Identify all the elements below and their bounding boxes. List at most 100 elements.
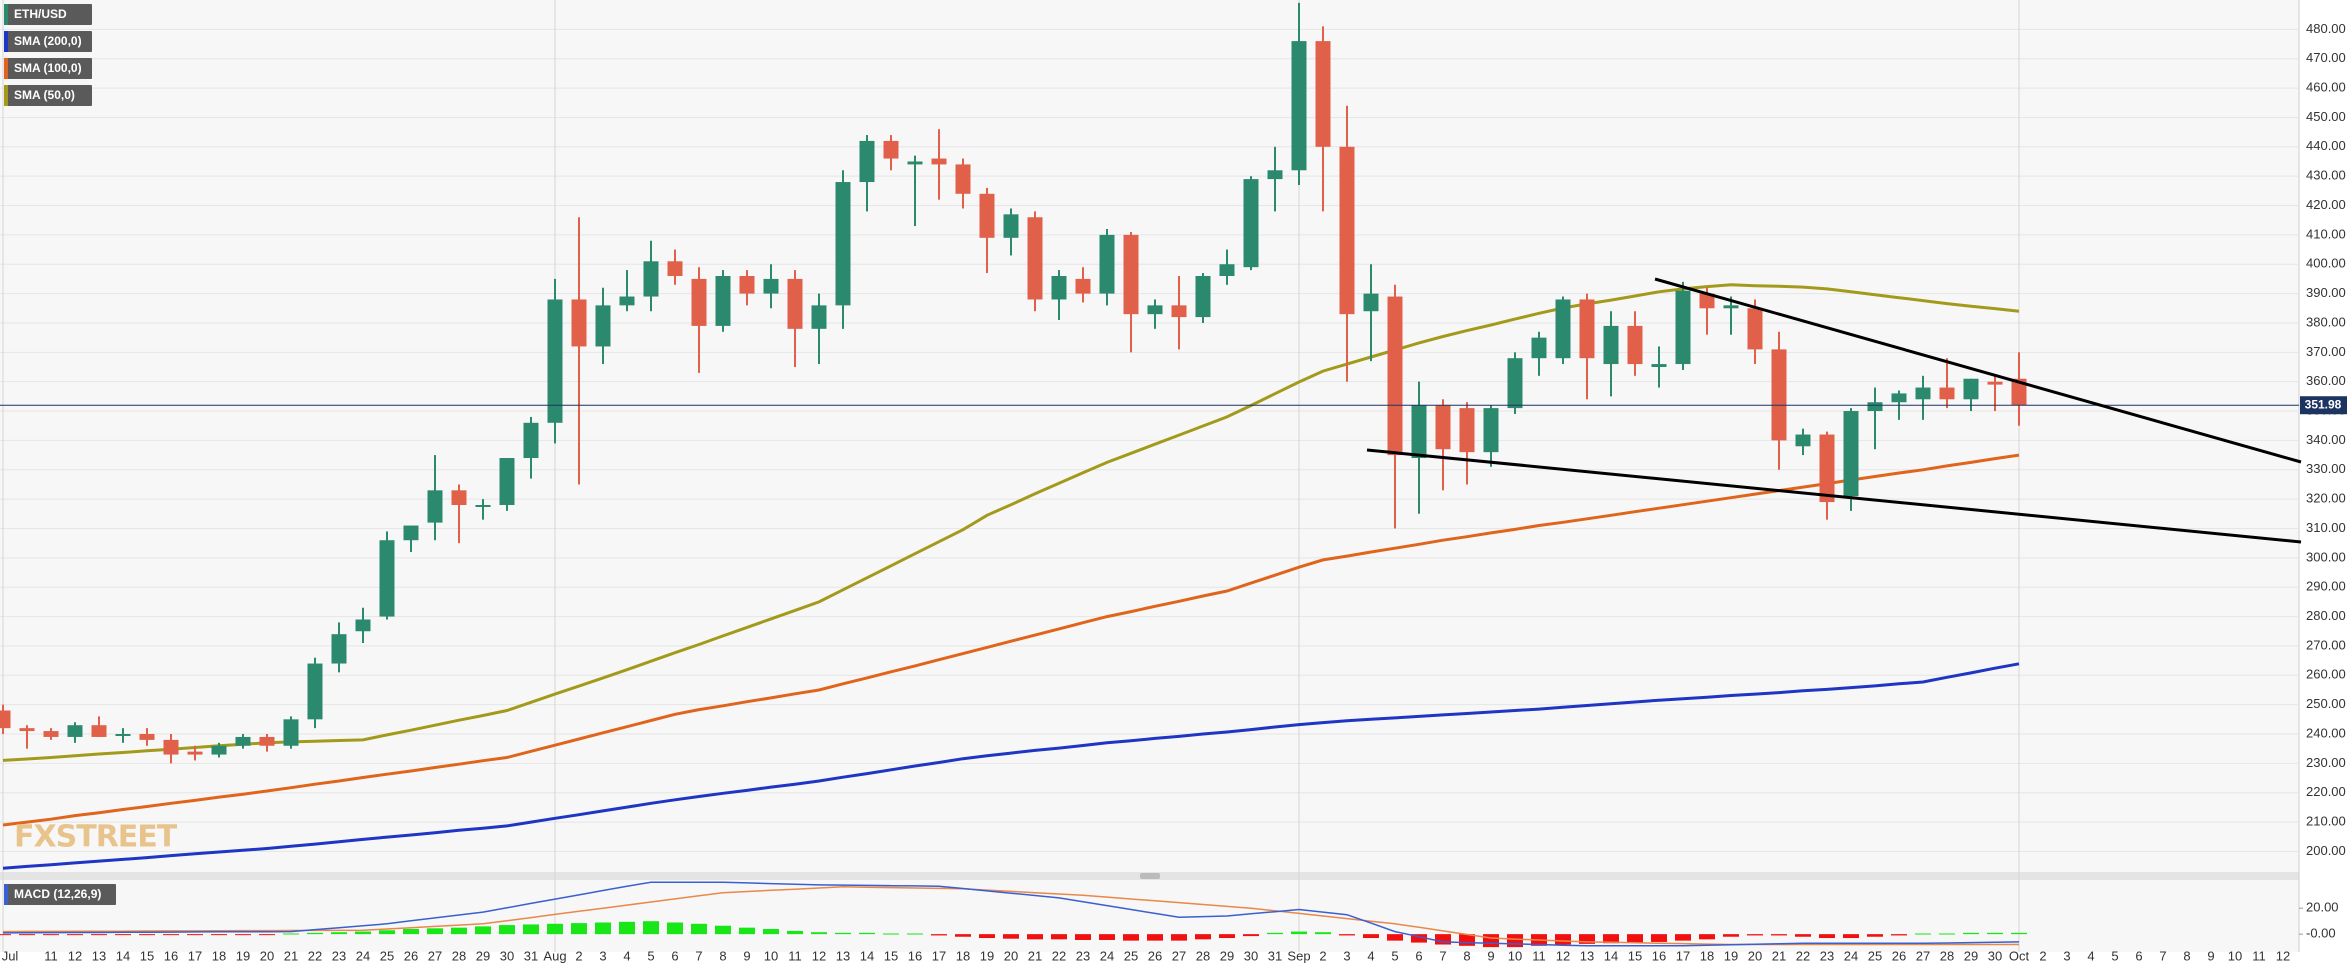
candle-body[interactable] (43, 731, 59, 737)
candle-body[interactable] (1195, 275, 1211, 318)
candle-body[interactable] (235, 736, 251, 746)
x-tick-label: 12 (2276, 948, 2290, 963)
candle-body[interactable] (427, 490, 443, 523)
candle-body[interactable] (0, 710, 11, 729)
candle-body[interactable] (139, 734, 155, 740)
candle-body[interactable] (883, 140, 899, 159)
x-tick-label: 22 (308, 948, 322, 963)
candle-body[interactable] (115, 734, 131, 737)
legend-box[interactable] (4, 85, 92, 106)
candle-body[interactable] (1219, 264, 1235, 276)
candle-body[interactable] (1627, 325, 1643, 365)
candle-body[interactable] (379, 540, 395, 617)
candle-body[interactable] (1003, 214, 1019, 238)
candle-body[interactable] (211, 745, 227, 755)
x-tick-label: 28 (1196, 948, 1210, 963)
candle-body[interactable] (1795, 434, 1811, 447)
candle-body[interactable] (1819, 434, 1835, 503)
candle-body[interactable] (787, 278, 803, 329)
x-tick-label: 23 (1076, 948, 1090, 963)
candle-body[interactable] (259, 736, 275, 746)
candle-body[interactable] (811, 305, 827, 329)
candle-body[interactable] (1867, 402, 1883, 412)
candle-body[interactable] (715, 275, 731, 326)
candle-body[interactable] (1963, 378, 1979, 400)
candle-body[interactable] (187, 751, 203, 755)
candle-body[interactable] (1411, 405, 1427, 459)
candle-body[interactable] (1267, 170, 1283, 180)
candle-body[interactable] (907, 161, 923, 165)
candle-body[interactable] (1555, 299, 1571, 359)
x-tick-label: 10 (1508, 948, 1522, 963)
candle-body[interactable] (547, 299, 563, 423)
candle-body[interactable] (1051, 275, 1067, 300)
candle-body[interactable] (571, 299, 587, 347)
candle-body[interactable] (667, 261, 683, 276)
candle-body[interactable] (355, 619, 371, 632)
candle-body[interactable] (1675, 290, 1691, 365)
candle-body[interactable] (691, 278, 707, 326)
candle-body[interactable] (1771, 349, 1787, 441)
candle-body[interactable] (763, 278, 779, 294)
candle-body[interactable] (1747, 308, 1763, 350)
candle-body[interactable] (1531, 337, 1547, 359)
candle-body[interactable] (979, 193, 995, 238)
candle-body[interactable] (499, 458, 515, 505)
candle-body[interactable] (2011, 378, 2027, 406)
candle-body[interactable] (1939, 387, 1955, 400)
y-tick-label: 290.00 (2306, 579, 2346, 594)
candle-body[interactable] (1651, 364, 1667, 368)
candle-body[interactable] (739, 275, 755, 294)
candle-body[interactable] (595, 305, 611, 347)
candle-body[interactable] (1387, 296, 1403, 456)
candle-body[interactable] (403, 525, 419, 541)
y-tick-label: 440.00 (2306, 138, 2346, 153)
pane-handle[interactable] (1140, 873, 1160, 879)
candle-body[interactable] (331, 634, 347, 664)
candle-body[interactable] (1027, 217, 1043, 300)
candle-body[interactable] (1507, 358, 1523, 409)
candle-body[interactable] (451, 490, 467, 505)
candle-body[interactable] (1147, 305, 1163, 315)
x-tick-label: 20 (260, 948, 274, 963)
candle-body[interactable] (1891, 393, 1907, 403)
candle-body[interactable] (643, 261, 659, 297)
candle-body[interactable] (1699, 293, 1715, 309)
candle-body[interactable] (163, 739, 179, 755)
candle-body[interactable] (1459, 408, 1475, 453)
candle-body[interactable] (67, 725, 83, 737)
candle-body[interactable] (619, 296, 635, 306)
candle-body[interactable] (307, 663, 323, 720)
candle-body[interactable] (1603, 325, 1619, 365)
candle-body[interactable] (523, 422, 539, 459)
candle-body[interactable] (1723, 305, 1739, 309)
candle-body[interactable] (835, 182, 851, 306)
candle-body[interactable] (1579, 299, 1595, 359)
candle-body[interactable] (1315, 41, 1331, 147)
candle-body[interactable] (955, 164, 971, 194)
legend-box[interactable] (4, 884, 116, 905)
legend-box[interactable] (4, 4, 92, 25)
candle-body[interactable] (1363, 293, 1379, 312)
candle-body[interactable] (1171, 305, 1187, 318)
candle-body[interactable] (1435, 405, 1451, 450)
legend-box[interactable] (4, 58, 92, 79)
candle-body[interactable] (1483, 408, 1499, 453)
candle-body[interactable] (475, 504, 491, 507)
candle-body[interactable] (1123, 234, 1139, 315)
legend-box[interactable] (4, 31, 92, 52)
candle-body[interactable] (1339, 146, 1355, 315)
candle-body[interactable] (1915, 387, 1931, 400)
candle-body[interactable] (19, 728, 35, 732)
plot-area (0, 0, 2303, 952)
candle-body[interactable] (931, 158, 947, 165)
candle-body[interactable] (1243, 179, 1259, 268)
candle-body[interactable] (859, 140, 875, 183)
candle-body[interactable] (1843, 411, 1859, 497)
candle-body[interactable] (91, 725, 107, 737)
candle-body[interactable] (1099, 234, 1115, 294)
candle-body[interactable] (283, 719, 299, 746)
candle-body[interactable] (1075, 278, 1091, 294)
candle-body[interactable] (1987, 381, 2003, 385)
candle-body[interactable] (1291, 41, 1307, 171)
